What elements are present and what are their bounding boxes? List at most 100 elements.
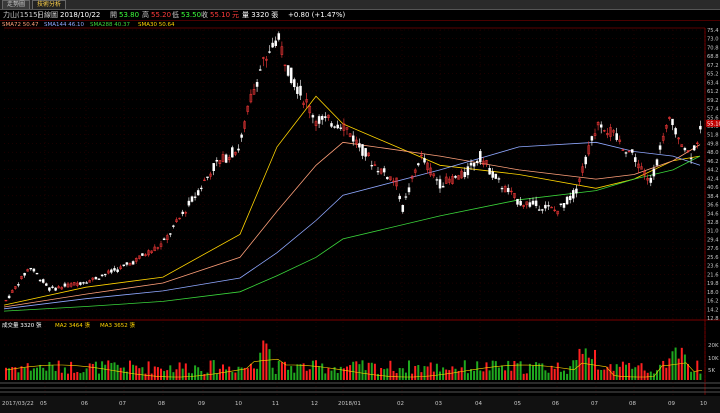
volume-bar [218, 368, 221, 380]
stock-symbol[interactable]: 力山(1515) [3, 11, 41, 19]
candle-body [299, 85, 302, 96]
volume-bar [57, 360, 60, 380]
volume-bar [132, 364, 135, 380]
candle-body [23, 272, 26, 276]
volume-bar [94, 361, 97, 380]
candle-body [110, 269, 113, 273]
volume-bar [522, 373, 525, 380]
candle-body [103, 273, 107, 276]
volume-bar [315, 360, 317, 380]
candle-body [463, 172, 467, 178]
price-tick-label: 38.4 [707, 194, 719, 200]
volume-bar [73, 372, 76, 380]
volume-bar [401, 368, 404, 380]
volume-bar [308, 369, 311, 380]
candle-body [559, 203, 563, 205]
candle-body [69, 283, 73, 287]
candle-body [553, 209, 556, 212]
volume-bar [482, 371, 485, 380]
candle-body [699, 125, 702, 130]
candle-body [534, 200, 538, 206]
volume-bar [516, 363, 519, 380]
volume-bar [20, 366, 23, 380]
candle-body [398, 195, 401, 200]
volume-bar [293, 372, 296, 380]
candle-body [658, 145, 662, 150]
candle-body [296, 86, 299, 94]
tab-technical-analysis[interactable]: 技術分析 [32, 0, 67, 9]
volume-bar [625, 364, 627, 380]
candle-body [513, 192, 516, 198]
volume-bar [677, 358, 680, 380]
price-tick-label: 23.6 [707, 264, 719, 270]
volume-bar [454, 368, 457, 380]
date-tick-label: 05 [514, 401, 521, 407]
volume-bar [259, 352, 262, 380]
volume-bar [194, 365, 197, 380]
candle-body [472, 162, 476, 167]
candle-body [550, 206, 553, 209]
candle-body [20, 276, 23, 280]
volume-bar [476, 361, 479, 380]
candle-body [503, 185, 507, 193]
volume-bar [178, 362, 181, 380]
date-tick-label: 11 [272, 401, 279, 407]
volume-bar [637, 365, 640, 380]
candle-body [72, 282, 76, 286]
candle-body [457, 175, 460, 180]
candle-body [485, 160, 488, 164]
period-label[interactable]: 日線圖 [37, 11, 58, 19]
tab-intraday[interactable]: 走勢圖 [2, 0, 31, 9]
volume-tick-label: 10K [708, 356, 719, 362]
volume-bar [693, 371, 696, 380]
volume-bar [191, 373, 193, 380]
volume-bar [70, 361, 73, 380]
candle-body [572, 190, 575, 199]
volume-bar [445, 369, 448, 380]
low-label: 低 [172, 11, 179, 19]
volume-bar [163, 371, 166, 380]
volume-bar [417, 365, 420, 380]
candle-body [193, 196, 197, 198]
candle-body [689, 157, 693, 160]
candle-body [615, 133, 618, 140]
candle-body [519, 200, 522, 206]
candle-body [293, 79, 296, 88]
volume-bar [392, 370, 395, 380]
volume-bar [48, 361, 51, 380]
volume-bar [457, 371, 460, 380]
ma-line-sma72 [3, 141, 701, 308]
volume-bar [212, 360, 215, 380]
price-tick-label: 61.2 [707, 89, 719, 95]
price-tick-label: 48.0 [707, 150, 719, 156]
price-tick-label: 70.8 [707, 45, 719, 51]
volume-bar [82, 372, 85, 380]
candle-body [224, 154, 228, 163]
volume-bar [321, 363, 324, 380]
close-label: 收 [201, 11, 208, 19]
volume-bar [45, 370, 48, 380]
candle-body [488, 168, 491, 175]
price-tick-label: 46.2 [707, 159, 719, 165]
candle-body [475, 160, 479, 164]
candle-body [444, 176, 448, 184]
candle-body [494, 173, 498, 179]
price-tick-label: 42.4 [707, 176, 719, 182]
candle-body [404, 196, 408, 198]
candle-body [240, 134, 243, 138]
high-label: 高 [142, 11, 149, 19]
candle-body [358, 143, 361, 148]
volume-bar [215, 373, 218, 380]
price-tick-label: 36.6 [707, 203, 719, 209]
volume-bar [463, 360, 466, 380]
candle-body [308, 105, 312, 114]
candle-body [271, 42, 274, 48]
volume-bar [380, 367, 383, 380]
volume-bar [426, 366, 429, 380]
legend-sma144: SMA144 46.10 [44, 22, 84, 28]
volume-bar [39, 364, 42, 380]
price-tick-label: 51.8 [707, 133, 719, 139]
volume-bar [423, 366, 426, 380]
volume-bar [318, 366, 321, 380]
